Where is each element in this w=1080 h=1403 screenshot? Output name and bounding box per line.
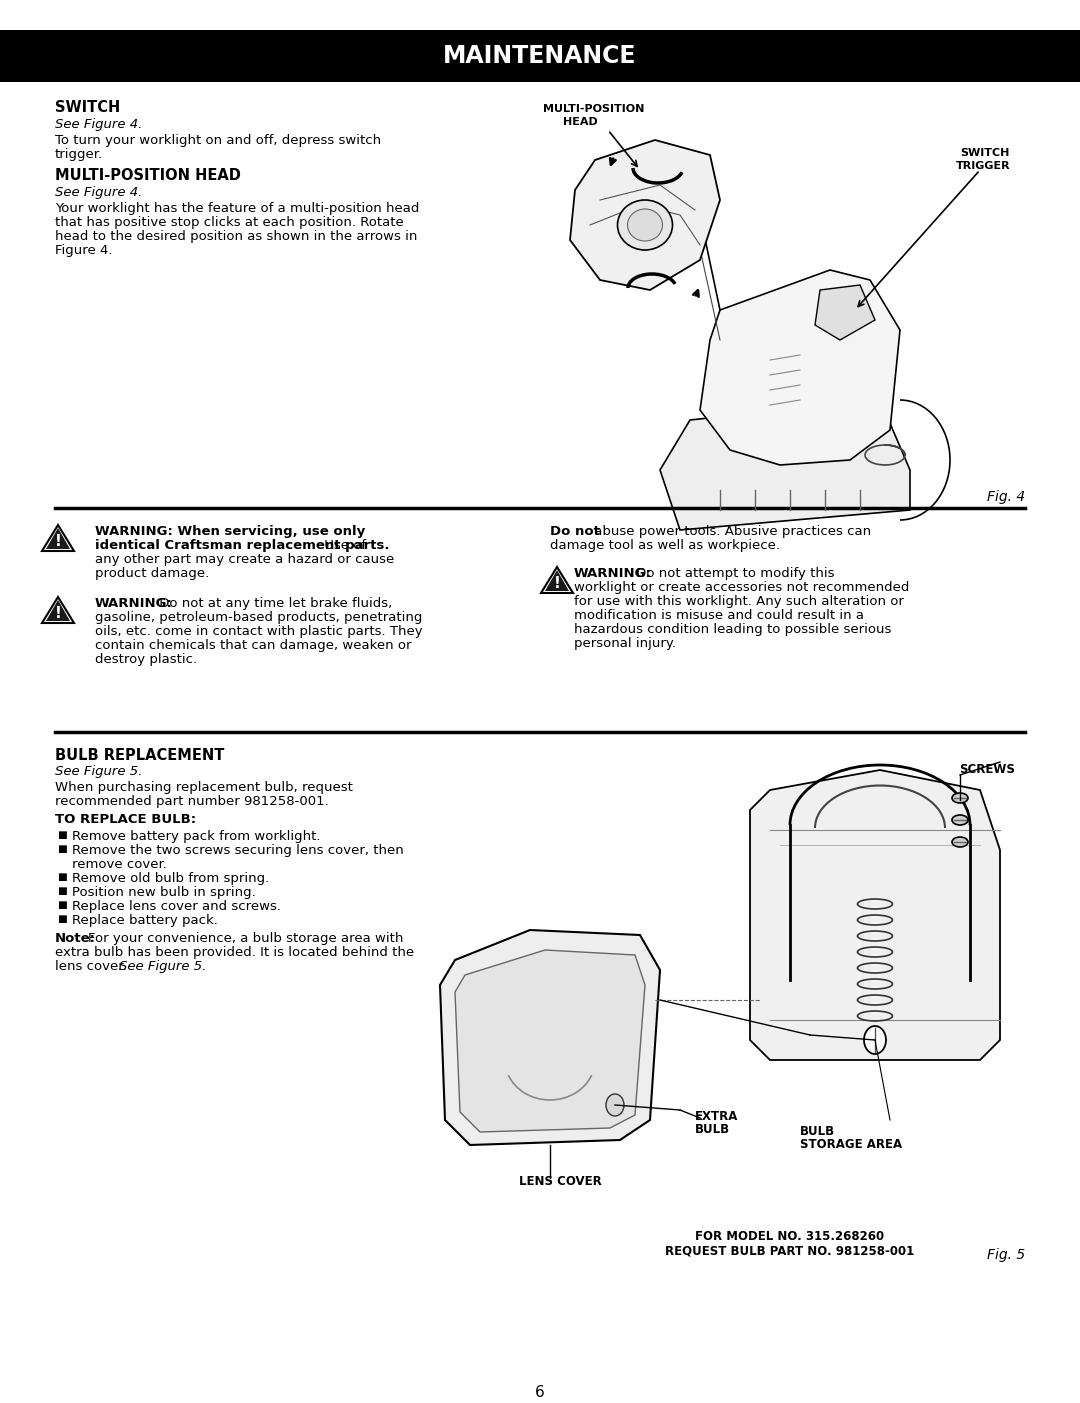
Text: any other part may create a hazard or cause: any other part may create a hazard or ca… [95, 553, 394, 565]
Text: hazardous condition leading to possible serious: hazardous condition leading to possible … [573, 623, 891, 636]
Polygon shape [42, 525, 75, 551]
Text: SWITCH: SWITCH [55, 100, 120, 115]
Text: MULTI-POSITION HEAD: MULTI-POSITION HEAD [55, 168, 241, 182]
Ellipse shape [618, 201, 673, 250]
Text: Position new bulb in spring.: Position new bulb in spring. [72, 887, 256, 899]
Text: BULB REPLACEMENT: BULB REPLACEMENT [55, 748, 225, 763]
Text: FOR MODEL NO. 315.268260: FOR MODEL NO. 315.268260 [696, 1230, 885, 1243]
Polygon shape [455, 950, 645, 1132]
Text: Your worklight has the feature of a multi-position head: Your worklight has the feature of a mult… [55, 202, 419, 215]
Text: For your convenience, a bulb storage area with: For your convenience, a bulb storage are… [87, 932, 403, 946]
Text: Do not attempt to modify this: Do not attempt to modify this [632, 567, 835, 579]
Text: personal injury.: personal injury. [573, 637, 676, 650]
Text: Replace battery pack.: Replace battery pack. [72, 913, 218, 927]
Text: ■: ■ [57, 899, 67, 911]
Text: Note:: Note: [55, 932, 96, 946]
Text: Remove battery pack from worklight.: Remove battery pack from worklight. [72, 831, 321, 843]
Text: destroy plastic.: destroy plastic. [95, 652, 198, 666]
Text: BULB: BULB [589, 995, 624, 1007]
Text: product damage.: product damage. [95, 567, 210, 579]
Polygon shape [46, 528, 70, 549]
Ellipse shape [951, 815, 968, 825]
Text: ■: ■ [57, 845, 67, 854]
Text: REQUEST BULB PART NO. 981258-001: REQUEST BULB PART NO. 981258-001 [665, 1244, 915, 1258]
Text: MAINTENANCE: MAINTENANCE [443, 43, 637, 67]
Text: ■: ■ [57, 913, 67, 925]
Text: identical Craftsman replacement parts.: identical Craftsman replacement parts. [95, 539, 390, 551]
Text: damage tool as well as workpiece.: damage tool as well as workpiece. [550, 539, 780, 551]
Text: SWITCH: SWITCH [960, 147, 1010, 159]
Text: WARNING:: WARNING: [95, 598, 173, 610]
Ellipse shape [951, 793, 968, 803]
Ellipse shape [951, 838, 968, 847]
Text: !: ! [55, 606, 62, 622]
Text: Remove old bulb from spring.: Remove old bulb from spring. [72, 873, 269, 885]
Text: See Figure 5.: See Figure 5. [119, 960, 206, 974]
Ellipse shape [606, 1094, 624, 1115]
Text: STORAGE AREA: STORAGE AREA [800, 1138, 902, 1150]
Text: ■: ■ [57, 831, 67, 840]
Text: SCREWS: SCREWS [959, 763, 1015, 776]
Polygon shape [42, 598, 75, 623]
Polygon shape [545, 570, 569, 591]
Text: Use of: Use of [320, 539, 366, 551]
Text: contain chemicals that can damage, weaken or: contain chemicals that can damage, weake… [95, 638, 411, 652]
Text: BULB: BULB [800, 1125, 835, 1138]
Text: LENS COVER: LENS COVER [519, 1174, 602, 1188]
Text: Remove the two screws securing lens cover, then: Remove the two screws securing lens cove… [72, 845, 404, 857]
Text: BULB: BULB [696, 1122, 730, 1136]
Text: EXTRA: EXTRA [696, 1110, 739, 1122]
Text: Fig. 4: Fig. 4 [987, 490, 1025, 504]
Text: head to the desired position as shown in the arrows in: head to the desired position as shown in… [55, 230, 417, 243]
Text: Replace lens cover and screws.: Replace lens cover and screws. [72, 899, 281, 913]
Text: lens cover.: lens cover. [55, 960, 131, 974]
Polygon shape [815, 285, 875, 340]
Text: ■: ■ [57, 887, 67, 897]
Polygon shape [541, 567, 573, 593]
Text: Fig. 5: Fig. 5 [987, 1249, 1025, 1263]
Text: remove cover.: remove cover. [72, 859, 167, 871]
Text: MULTI-POSITION: MULTI-POSITION [543, 104, 645, 114]
Text: abuse power tools. Abusive practices can: abuse power tools. Abusive practices can [590, 525, 872, 537]
Polygon shape [660, 400, 910, 530]
Text: WARNING:: WARNING: [573, 567, 652, 579]
Polygon shape [46, 600, 70, 622]
Text: See Figure 4.: See Figure 4. [55, 118, 143, 130]
Text: gasoline, petroleum-based products, penetrating: gasoline, petroleum-based products, pene… [95, 610, 422, 624]
Text: modification is misuse and could result in a: modification is misuse and could result … [573, 609, 864, 622]
Text: TO REPLACE BULB:: TO REPLACE BULB: [55, 812, 197, 826]
Text: worklight or create accessories not recommended: worklight or create accessories not reco… [573, 581, 909, 593]
Ellipse shape [864, 1026, 886, 1054]
Text: When purchasing replacement bulb, request: When purchasing replacement bulb, reques… [55, 781, 353, 794]
Bar [0, 29, 1080, 81]
Text: extra bulb has been provided. It is located behind the: extra bulb has been provided. It is loca… [55, 946, 414, 960]
Ellipse shape [627, 209, 662, 241]
Text: Do not: Do not [550, 525, 599, 537]
Text: for use with this worklight. Any such alteration or: for use with this worklight. Any such al… [573, 595, 904, 607]
Text: See Figure 5.: See Figure 5. [55, 765, 143, 779]
Text: To turn your worklight on and off, depress switch: To turn your worklight on and off, depre… [55, 135, 381, 147]
Polygon shape [570, 140, 720, 290]
Text: See Figure 4.: See Figure 4. [55, 187, 143, 199]
Text: WARNING: When servicing, use only: WARNING: When servicing, use only [95, 525, 365, 537]
Text: trigger.: trigger. [55, 147, 103, 161]
Text: !: ! [55, 535, 62, 550]
Polygon shape [700, 269, 900, 464]
Text: oils, etc. come in contact with plastic parts. They: oils, etc. come in contact with plastic … [95, 624, 422, 638]
Text: ■: ■ [57, 873, 67, 882]
Polygon shape [440, 930, 660, 1145]
Polygon shape [750, 770, 1000, 1061]
Text: Figure 4.: Figure 4. [55, 244, 112, 257]
Text: HEAD: HEAD [563, 116, 597, 128]
Text: !: ! [554, 577, 561, 592]
Text: that has positive stop clicks at each position. Rotate: that has positive stop clicks at each po… [55, 216, 404, 229]
Text: Do not at any time let brake fluids,: Do not at any time let brake fluids, [156, 598, 392, 610]
Text: recommended part number 981258-001.: recommended part number 981258-001. [55, 796, 328, 808]
Text: TRIGGER: TRIGGER [956, 161, 1010, 171]
Text: 6: 6 [535, 1385, 545, 1400]
